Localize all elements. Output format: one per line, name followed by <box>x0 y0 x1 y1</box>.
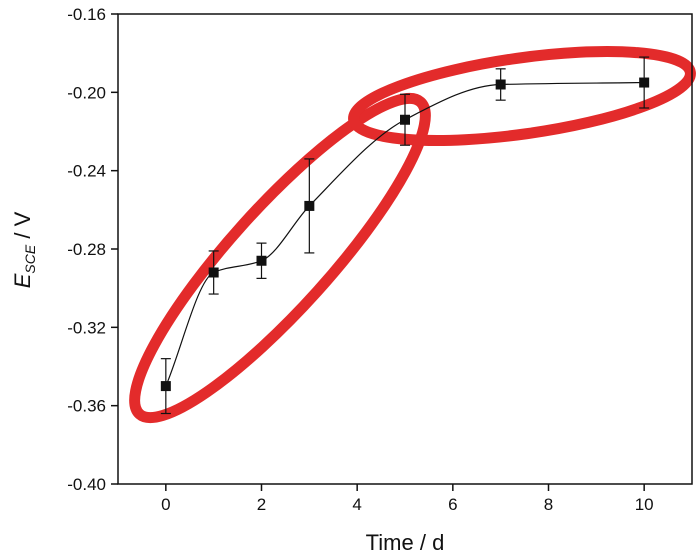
data-point <box>639 77 650 88</box>
y-axis: -0.40 -0.36 -0.32 -0.28 -0.24 -0.20 -0.16 <box>67 5 118 494</box>
y-tick-label: -0.32 <box>67 318 106 337</box>
x-tick-label: 0 <box>161 495 170 514</box>
y-axis-title-symbol: E <box>10 273 35 288</box>
x-axis: 0 2 4 6 8 10 <box>161 484 654 514</box>
x-tick-label: 2 <box>257 495 266 514</box>
data-point <box>304 200 315 211</box>
highlight-ellipse-early <box>129 92 431 424</box>
highlight-ellipses <box>129 46 696 424</box>
y-tick-label: -0.16 <box>67 5 106 24</box>
data-point <box>208 267 219 278</box>
y-axis-title: ESCE / V <box>10 211 38 288</box>
x-tick-label: 8 <box>544 495 553 514</box>
y-axis-title-subscript: SCE <box>22 244 38 273</box>
data-point <box>256 255 267 266</box>
x-tick-label: 4 <box>352 495 361 514</box>
y-tick-label: -0.20 <box>67 83 106 102</box>
data-point <box>400 114 410 125</box>
highlight-ellipse-late <box>348 46 696 146</box>
x-axis-title: Time / d <box>366 530 445 555</box>
y-axis-title-unit: / V <box>10 211 35 244</box>
y-tick-label: -0.28 <box>67 240 106 259</box>
y-tick-label: -0.36 <box>67 397 106 416</box>
data-point <box>160 381 171 392</box>
data-points <box>160 77 650 392</box>
y-tick-label: -0.24 <box>67 162 106 181</box>
y-tick-label: -0.40 <box>67 475 106 494</box>
x-tick-label: 10 <box>635 495 654 514</box>
data-point <box>495 79 506 90</box>
x-tick-label: 6 <box>448 495 457 514</box>
